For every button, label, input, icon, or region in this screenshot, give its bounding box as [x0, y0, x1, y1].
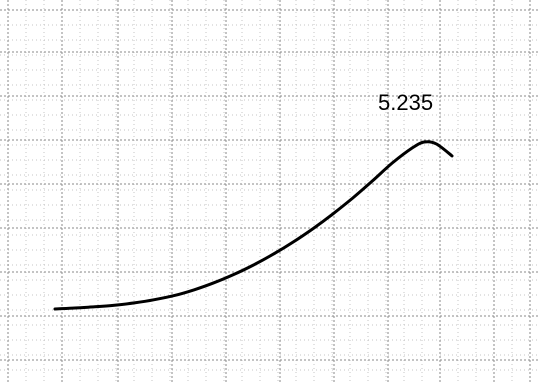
peak-value-label: 5.235 [378, 90, 433, 115]
series-line [53, 140, 454, 311]
